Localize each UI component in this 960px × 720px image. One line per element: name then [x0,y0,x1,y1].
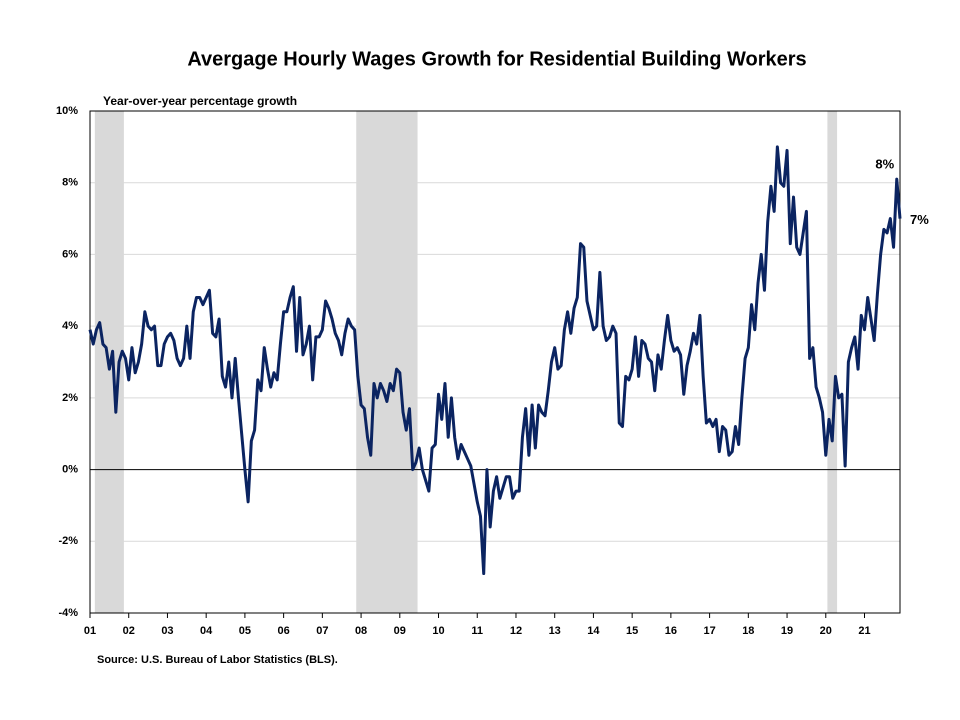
x-tick-label: 14 [587,625,600,637]
y-tick-label: 10% [56,105,78,117]
x-tick-label: 04 [200,625,213,637]
x-tick-label: 16 [665,625,677,637]
y-tick-label: 6% [62,248,78,260]
x-tick-label: 09 [394,625,406,637]
plot-frame [89,110,901,614]
x-tick-label: 13 [549,625,561,637]
data-line [88,145,902,576]
x-tick-label: 11 [471,625,483,637]
y-tick-label: 0% [62,463,78,475]
x-tick-label: 06 [278,625,290,637]
subtitle: Year-over-year percentage growth [103,94,297,108]
chart-title: Avergage Hourly Wages Growth for Residen… [187,48,806,70]
x-tick-label: 12 [510,625,522,637]
x-tick-label: 17 [703,625,715,637]
x-tick-label: 08 [355,625,367,637]
x-tick-label: 21 [858,625,870,637]
y-tick-label: -2% [58,535,78,547]
x-tick-label: 18 [742,625,754,637]
recession-band [356,111,418,613]
x-tick-label: 15 [626,625,638,637]
x-tick-label: 07 [316,625,328,637]
y-tick-label: -4% [58,607,78,619]
y-tick-label: 8% [62,177,78,189]
x-tick-label: 01 [84,625,96,637]
source: Source: U.S. Bureau of Labor Statistics … [97,654,338,666]
y-tick-label: 4% [62,320,78,332]
x-tick-label: 19 [781,625,793,637]
x-tick-label: 02 [123,625,135,637]
annotation: 8% [875,157,894,172]
recession-band [827,111,838,613]
y-tick-label: 2% [62,392,78,404]
x-tick-label: 03 [161,625,173,637]
annotation: 7% [910,212,929,227]
x-tick-label: 10 [432,625,444,637]
x-tick-label: 20 [820,625,832,637]
x-tick-label: 05 [239,625,251,637]
